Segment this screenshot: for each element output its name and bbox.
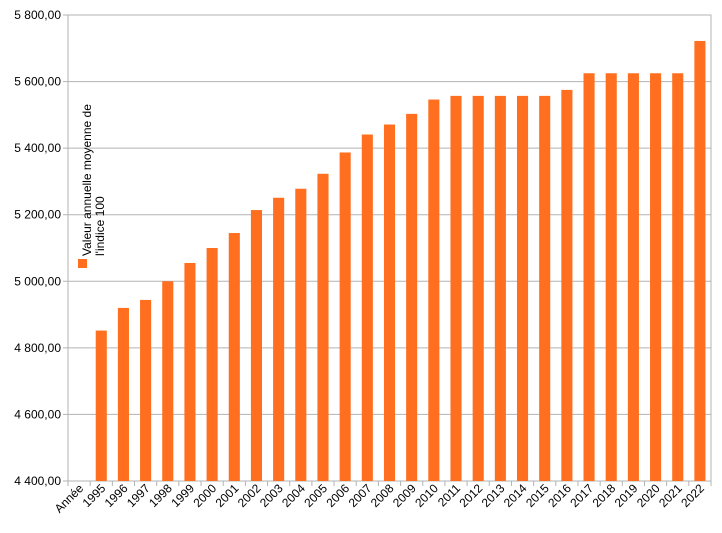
gridlines [68,81,711,415]
bar [295,188,307,481]
x-tick-label: 1998 [146,481,175,510]
y-tick-label: 4 600,00 [14,407,61,421]
x-tick-label: 2016 [545,481,574,510]
bar [583,73,595,481]
bar [317,173,329,481]
bar [539,95,551,481]
bar [162,281,174,481]
x-tick-label: 2020 [634,481,663,510]
x-tick-label: 2011 [435,481,463,509]
x-tick-label: 2018 [590,481,619,510]
bar [450,95,462,481]
x-tick-label: 1999 [168,481,197,510]
x-tick-label: 2017 [567,481,596,510]
x-tick-label: 2015 [523,481,552,510]
bar [117,307,129,481]
bar [250,210,263,482]
legend-swatch [78,259,87,268]
x-tick-label: 2002 [235,481,264,510]
bar [95,330,107,481]
bar [694,40,706,482]
x-tick-label: 2012 [457,481,486,510]
x-tick-label: 2022 [678,481,707,510]
bar [472,95,484,481]
x-tick-label: 2003 [257,481,286,510]
legend-label-line-1: Valeur annuelle moyenne de [80,104,94,256]
bar [228,233,240,481]
x-tick-label: 2004 [279,481,308,510]
bar [361,134,373,481]
y-axis-ticks: 4 400,00 4 600,00 4 800,00 5 000,00 5 200,00… [14,8,68,488]
bar [383,124,396,481]
y-tick-label: 4 800,00 [14,341,61,355]
x-tick-label: 2001 [213,481,242,510]
x-tick-label: 2014 [501,481,530,510]
bar [140,299,152,481]
bars [95,40,706,482]
y-tick-label: 5 800,00 [14,8,61,22]
bar [428,99,440,482]
x-tick-label: 2021 [656,481,685,510]
bar [672,73,684,481]
bar [650,73,662,481]
y-tick-label: 5 000,00 [14,274,61,288]
bar [561,89,573,481]
bar [516,95,529,481]
y-tick-label: 4 400,00 [14,474,61,488]
x-tick-label: 2007 [346,481,375,510]
x-axis-ticks: Année19951996199719981999200020012002200… [52,481,712,516]
x-tick-label: 2013 [479,481,508,510]
x-tick-label: 2005 [301,481,330,510]
x-tick-label: 1996 [102,481,131,510]
y-tick-label: 5 400,00 [14,141,61,155]
x-tick-label: 1997 [124,481,153,510]
legend-label-line-2: l'indice 100 [93,196,107,256]
x-tick-label: 1995 [80,481,109,510]
bar [273,197,285,482]
bar [494,95,506,481]
bar [339,152,351,481]
bar [206,248,218,481]
legend: Valeur annuelle moyenne de l'indice 100 [78,104,107,268]
bar [627,73,639,481]
bar [184,262,196,481]
x-tick-label: 2000 [190,481,219,510]
x-tick-label: 2010 [412,481,441,510]
y-tick-label: 5 600,00 [14,75,61,89]
y-tick-label: 5 200,00 [14,208,61,222]
bar [406,113,418,482]
x-tick-label: 2006 [323,481,352,510]
x-tick-label: 2008 [368,481,397,510]
x-tick-label: 2019 [612,481,641,510]
x-tick-label: 2009 [390,481,419,510]
bar [605,73,617,481]
